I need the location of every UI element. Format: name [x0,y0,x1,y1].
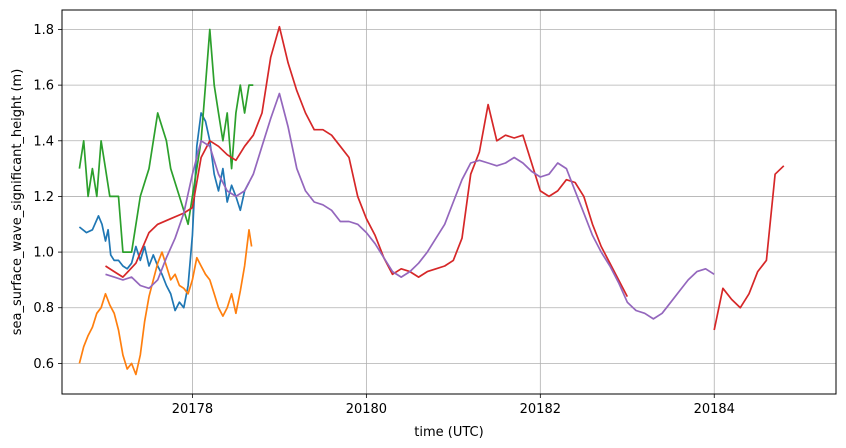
x-tick-label: 20178 [172,402,213,417]
series-line-5 [105,92,715,320]
y-tick-label: 1.8 [33,23,54,38]
series-line-3 [78,28,254,253]
y-tick-label: 1.0 [33,246,54,261]
grid [62,10,836,394]
plot-series [78,25,785,376]
y-tick-label: 1.2 [33,190,54,205]
x-tick-label: 20184 [694,402,735,417]
y-tick-label: 0.8 [33,301,54,316]
x-tick-label: 20180 [346,402,387,417]
x-tick-label: 20182 [520,402,561,417]
x-axis-label: time (UTC) [414,425,483,440]
y-tick-label: 1.4 [33,134,54,149]
series-line-2 [78,228,253,376]
series-line-1 [78,112,250,312]
axis-ticks: 20178 20180 20182 20184 0.6 0.8 1.0 1.2 1.4 1.6 1.… [33,23,735,417]
y-axis-label: sea_surface_wave_significant_height (m) [10,69,25,336]
y-tick-label: 1.6 [33,79,54,94]
plot-area-frame [61,9,837,395]
series-line-4 [105,25,785,331]
y-tick-label: 0.6 [33,357,54,372]
